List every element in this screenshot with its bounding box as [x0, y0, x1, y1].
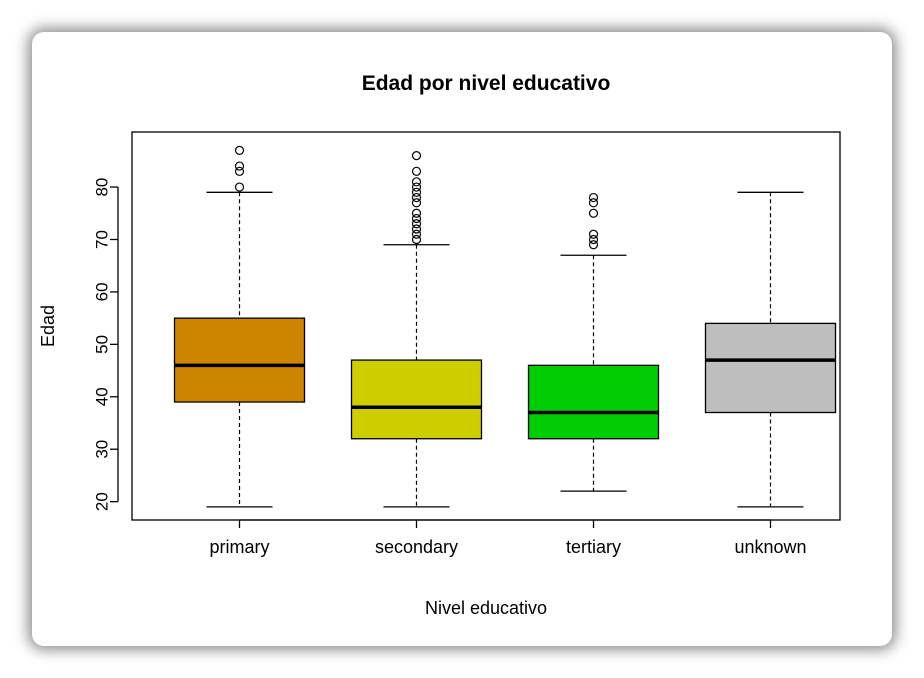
outlier-point [411, 224, 422, 234]
outlier-point [411, 208, 422, 218]
iqr-box [173, 317, 306, 403]
y-axis: 20 30 40 50 60 70 80 [93, 178, 119, 511]
outlier-point [588, 198, 599, 208]
outlier-point [588, 234, 599, 245]
box-tertiary [527, 192, 660, 492]
outlier-point [234, 161, 245, 171]
iqr-box [350, 359, 483, 440]
iqr-box [527, 364, 660, 440]
outlier-point [411, 213, 422, 224]
x-axis: primary secondary tertiary unknown [209, 519, 807, 557]
outlier-point [588, 208, 599, 218]
boxes-layer [173, 145, 837, 508]
y-tick-label: 60 [93, 282, 112, 301]
x-tick-label-tertiary: tertiary [566, 537, 621, 557]
y-tick-label: 80 [93, 178, 112, 197]
box-unknown [704, 191, 837, 508]
y-tick-label: 20 [93, 492, 112, 511]
x-axis-label: Nivel educativo [425, 598, 547, 618]
boxplot-chart: Edad por nivel educativo 20304050607080 … [38, 72, 841, 618]
chart-card: Edad por nivel educativo 20 30 40 50 60 70 80 … [32, 32, 892, 646]
outlier-point [234, 166, 245, 176]
outlier-point [411, 182, 422, 192]
outlier-point [234, 182, 245, 192]
outlier-point [588, 240, 599, 250]
outlier-point [588, 192, 599, 203]
y-tick-label: 40 [93, 387, 112, 406]
outlier-point [411, 234, 422, 245]
outlier-point [411, 229, 422, 239]
x-tick-label-primary: primary [209, 537, 269, 557]
outlier-point [411, 219, 422, 229]
outlier-point [234, 145, 245, 155]
outlier-point [588, 229, 599, 239]
chart-title: Edad por nivel educativo [362, 72, 611, 95]
y-tick-label: 30 [93, 440, 112, 459]
box-primary [173, 145, 306, 508]
box-secondary [350, 150, 483, 508]
x-tick-label-unknown: unknown [734, 537, 806, 557]
y-tick-label: 70 [93, 230, 112, 249]
outlier-point [411, 177, 422, 187]
outlier-point [411, 198, 422, 208]
x-tick-label-secondary: secondary [375, 537, 458, 557]
outlier-point [411, 166, 422, 176]
outlier-point [411, 187, 422, 197]
y-axis-label: Edad [38, 305, 58, 347]
y-tick-label: 50 [93, 335, 112, 354]
iqr-box [704, 322, 837, 414]
outlier-point [411, 150, 422, 161]
outlier-point [411, 192, 422, 203]
